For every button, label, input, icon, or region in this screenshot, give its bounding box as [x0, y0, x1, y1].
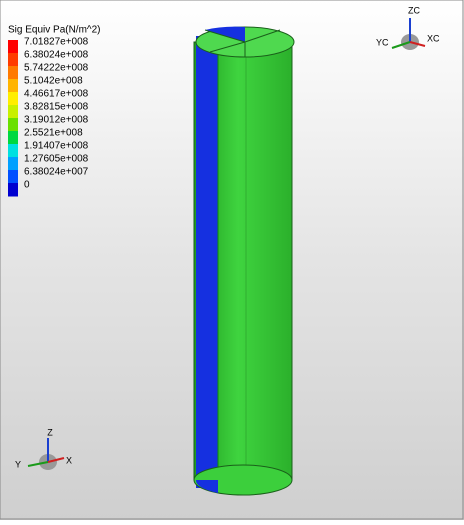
- legend-swatch: [8, 40, 18, 54]
- cylinder: [193, 26, 295, 496]
- legend-label: 0: [24, 180, 30, 191]
- legend-swatch: [8, 157, 18, 171]
- legend-swatch: [8, 131, 18, 145]
- legend-label: 3.82815e+008: [24, 102, 89, 113]
- cylinder-bottom: [193, 464, 293, 496]
- legend-swatch: [8, 92, 18, 106]
- legend-label: 3.19012e+008: [24, 115, 89, 126]
- top-blue: [205, 26, 245, 42]
- legend: Sig Equiv Pa(N/m^2) 7.01827e+008 6.38024e…: [8, 25, 101, 197]
- legend-label: 4.46617e+008: [24, 89, 89, 100]
- legend-swatch: [8, 118, 18, 132]
- legend-label: 1.91407e+008: [24, 141, 89, 152]
- triad-label: Y: [15, 459, 21, 469]
- axis-x: [47, 457, 65, 463]
- legend-swatch: [8, 79, 18, 93]
- legend-swatch: [8, 105, 18, 119]
- view-triad: ZC YC XC: [376, 5, 440, 50]
- legend-swatch: [8, 170, 18, 184]
- legend-label: 2.5521e+008: [24, 128, 83, 139]
- legend-swatch: [8, 53, 18, 67]
- axis-y: [391, 41, 411, 49]
- legend-label: 5.1042e+008: [24, 76, 83, 87]
- bottom-blue: [195, 480, 218, 493]
- triad-label: X: [66, 455, 72, 465]
- legend-label: 5.74222e+008: [24, 63, 89, 74]
- legend-label: 1.27605e+008: [24, 154, 89, 165]
- triad-label: XC: [427, 33, 440, 43]
- top-edges: [204, 29, 281, 57]
- triad-label: YC: [376, 37, 389, 47]
- legend-swatch: [8, 144, 18, 158]
- model-triad: Z Y X: [15, 427, 72, 470]
- legend-label: 7.01827e+008: [24, 37, 89, 48]
- legend-swatch: [8, 66, 18, 80]
- legend-swatch: [8, 183, 18, 197]
- legend-label: 6.38024e+008: [24, 50, 89, 61]
- legend-label: 6.38024e+007: [24, 167, 89, 178]
- triad-label: ZC: [408, 5, 420, 15]
- legend-title: Sig Equiv Pa(N/m^2): [8, 25, 101, 36]
- triad-label: Z: [47, 427, 53, 437]
- axis-y: [27, 461, 49, 467]
- cylinder-blue-strip: [196, 36, 218, 488]
- axis-x: [409, 41, 426, 47]
